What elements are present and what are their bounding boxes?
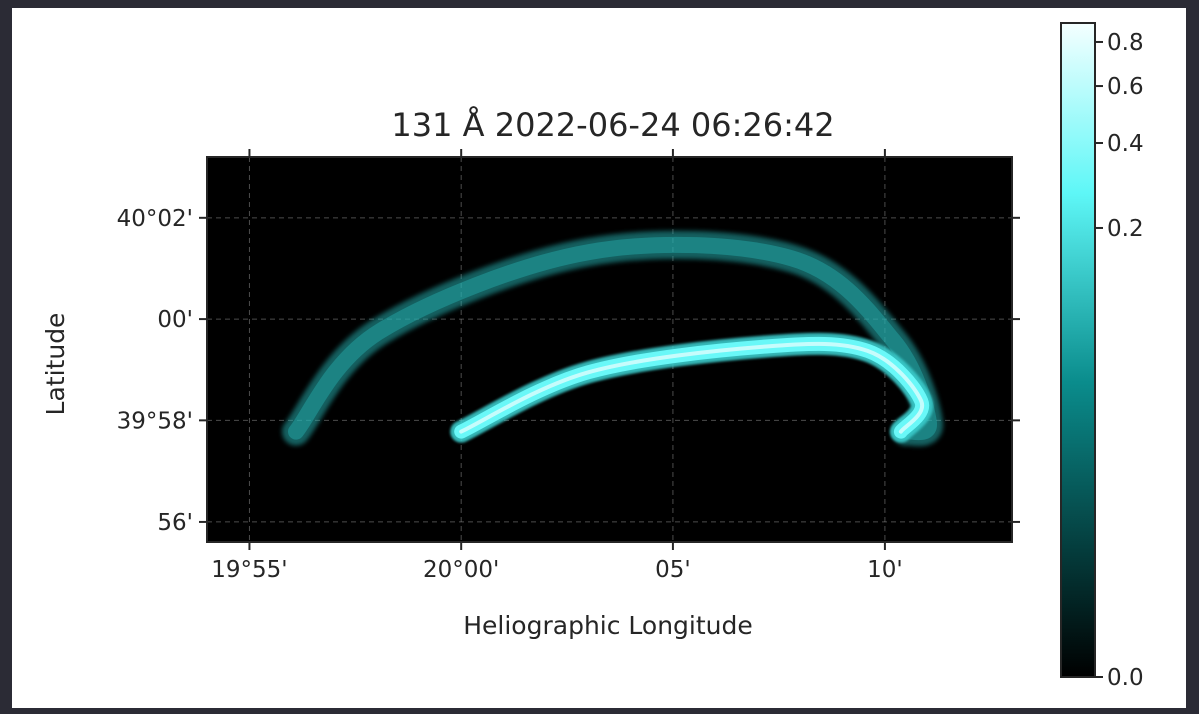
x-axis-label: Heliographic Longitude bbox=[463, 611, 753, 640]
colorbar-ticks: 0.0 0.2 0.4 0.6 0.8 bbox=[1095, 30, 1144, 691]
colorbar-tick-label: 0.2 bbox=[1107, 216, 1144, 242]
x-tick-label: 10' bbox=[867, 557, 903, 583]
figure: 131 Å 2022-06-24 06:26:42 19°55' 20°00' 05… bbox=[12, 8, 1186, 708]
y-axis-label: Latitude bbox=[41, 313, 70, 416]
colorbar-frame bbox=[1060, 22, 1096, 678]
y-tick-label: 56' bbox=[157, 510, 193, 536]
loops bbox=[282, 230, 943, 447]
colorbar: 0.0 0.2 0.4 0.6 0.8 bbox=[1060, 22, 1144, 691]
y-tick-label: 40°02' bbox=[117, 206, 193, 232]
x-tick-label: 05' bbox=[655, 557, 691, 583]
loop-highlight bbox=[459, 341, 925, 434]
y-tick-label: 39°58' bbox=[117, 408, 193, 434]
colorbar-tick-label: 0.6 bbox=[1107, 74, 1144, 100]
axis-ticks: 19°55' 20°00' 05' 10' 56' 39°58' 00' 40°02' bbox=[117, 149, 1020, 583]
plot-frame bbox=[206, 156, 1013, 543]
colorbar-tick-label: 0.8 bbox=[1107, 30, 1144, 56]
y-tick-label: 00' bbox=[157, 307, 193, 333]
colorbar-fill bbox=[1061, 23, 1095, 677]
coronal-loop bbox=[450, 332, 933, 443]
colorbar-tick-label: 0.4 bbox=[1107, 131, 1144, 157]
x-tick-label: 20°00' bbox=[423, 557, 499, 583]
x-tick-label: 19°55' bbox=[211, 557, 287, 583]
chart: 131 Å 2022-06-24 06:26:42 19°55' 20°00' 05… bbox=[41, 22, 1144, 691]
chart-title: 131 Å 2022-06-24 06:26:42 bbox=[391, 106, 834, 144]
colorbar-tick-label: 0.0 bbox=[1107, 665, 1144, 691]
